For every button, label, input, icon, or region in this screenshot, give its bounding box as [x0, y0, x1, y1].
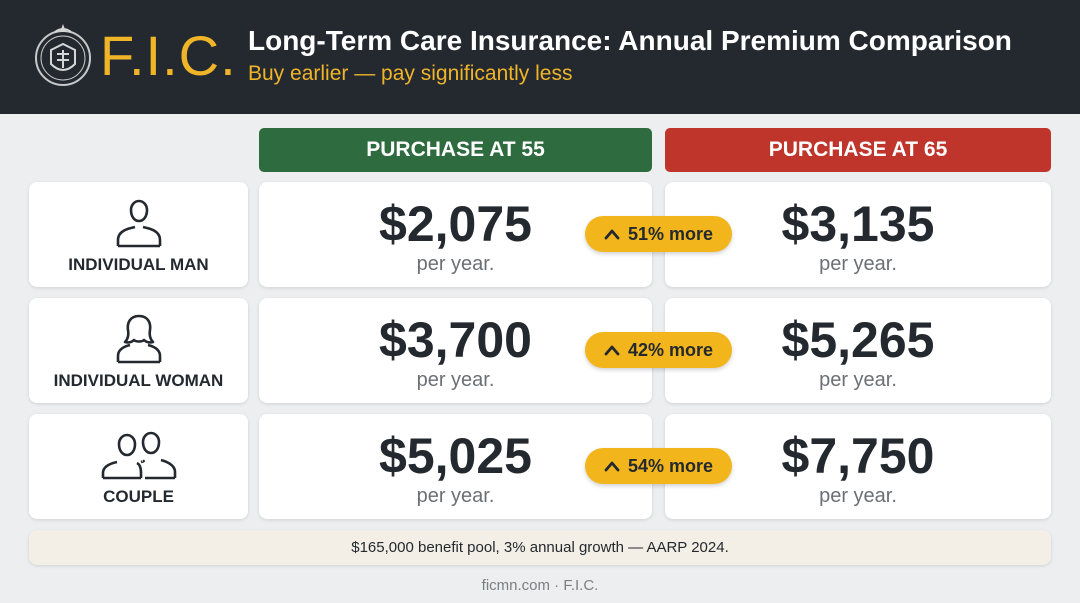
per-year-label: per year.: [819, 369, 897, 391]
increase-text: 42% more: [627, 339, 714, 360]
price-woman-65: $5,265: [781, 312, 935, 368]
page-title: Long-Term Care Insurance: Annual Premium…: [248, 25, 1012, 56]
couple-icon: [101, 431, 176, 480]
woman-icon: [116, 314, 161, 364]
increase-text: 51% more: [627, 223, 714, 244]
row-label-couple: COUPLE: [103, 487, 174, 506]
logo-wordmark: F.I.C.: [100, 24, 237, 87]
person-icon: [116, 199, 161, 248]
chevron-up-icon: [604, 461, 620, 472]
page-subtitle: Buy earlier — pay significantly less: [248, 62, 573, 85]
per-year-label: per year.: [416, 369, 495, 391]
price-card-man-65: $3,135 per year.: [665, 182, 1051, 287]
per-year-label: per year.: [416, 485, 495, 507]
row-label-card-woman: INDIVIDUAL WOMAN: [29, 298, 248, 403]
price-man-65: $3,135: [781, 196, 935, 252]
column-header-age-65: PURCHASE AT 65: [665, 128, 1051, 172]
increase-badge-woman: 42% more: [585, 332, 732, 368]
chevron-up-icon: [604, 229, 620, 240]
per-year-label: per year.: [819, 253, 897, 275]
row-label-card-couple: COUPLE: [29, 414, 248, 519]
row-label-man: INDIVIDUAL MAN: [68, 255, 209, 274]
price-man-55: $2,075: [379, 196, 532, 252]
per-year-label: per year.: [819, 485, 897, 507]
chevron-up-icon: [604, 345, 620, 356]
price-couple-65: $7,750: [781, 428, 935, 484]
row-label-woman: INDIVIDUAL WOMAN: [53, 371, 224, 390]
increase-badge-man: 51% more: [585, 216, 732, 252]
price-woman-55: $3,700: [379, 312, 532, 368]
header-bar: F.I.C. Long-Term Care Insurance: Annual …: [0, 0, 1080, 114]
increase-text: 54% more: [627, 455, 714, 476]
row-label-card-man: INDIVIDUAL MAN: [29, 182, 248, 287]
seal-logo-icon: [35, 24, 91, 86]
footnote: $165,000 benefit pool, 3% annual growth …: [29, 530, 1051, 565]
source-credit: ficmn.com · F.I.C.: [481, 577, 599, 594]
price-card-couple-65: $7,750 per year.: [665, 414, 1051, 519]
price-couple-55: $5,025: [379, 428, 532, 484]
increase-badge-couple: 54% more: [585, 448, 732, 484]
price-card-couple-55: $5,025 per year.: [259, 414, 652, 519]
column-header-age-55: PURCHASE AT 55: [259, 128, 652, 172]
per-year-label: per year.: [416, 253, 495, 275]
